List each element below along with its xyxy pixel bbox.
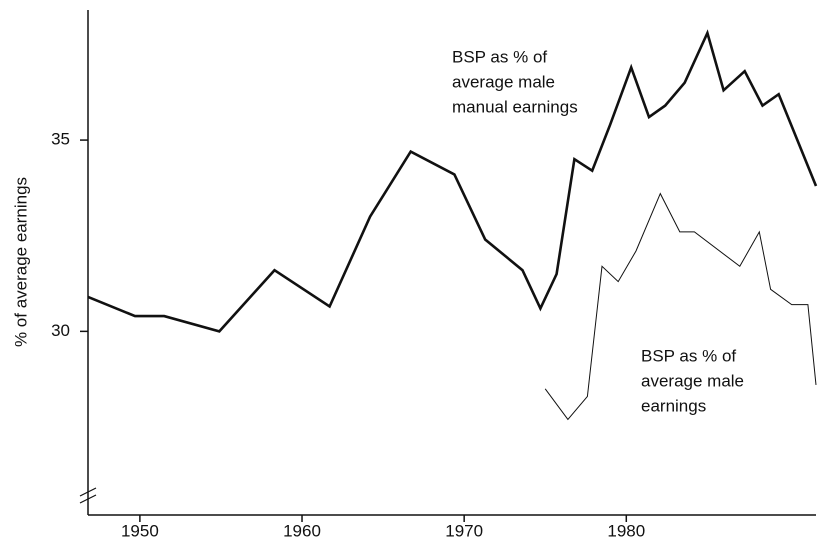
y-tick-label: 35 <box>51 130 70 149</box>
series-line <box>87 29 818 333</box>
y-axis-label: % of average earnings <box>11 177 30 347</box>
y-tick-label: 30 <box>51 321 70 340</box>
series-label: BSP as % of <box>641 346 736 365</box>
axis-break <box>79 487 97 504</box>
series-label: earnings <box>641 396 706 415</box>
series-line <box>544 192 817 421</box>
x-tick-label: 1960 <box>283 521 321 540</box>
series-label: average male <box>641 371 744 390</box>
x-tick-label: 1970 <box>445 521 483 540</box>
series-label: manual earnings <box>452 97 578 116</box>
series-label: average male <box>452 72 555 91</box>
x-tick-label: 1980 <box>607 521 645 540</box>
series-label: BSP as % of <box>452 47 547 66</box>
x-tick-label: 1950 <box>121 521 159 540</box>
